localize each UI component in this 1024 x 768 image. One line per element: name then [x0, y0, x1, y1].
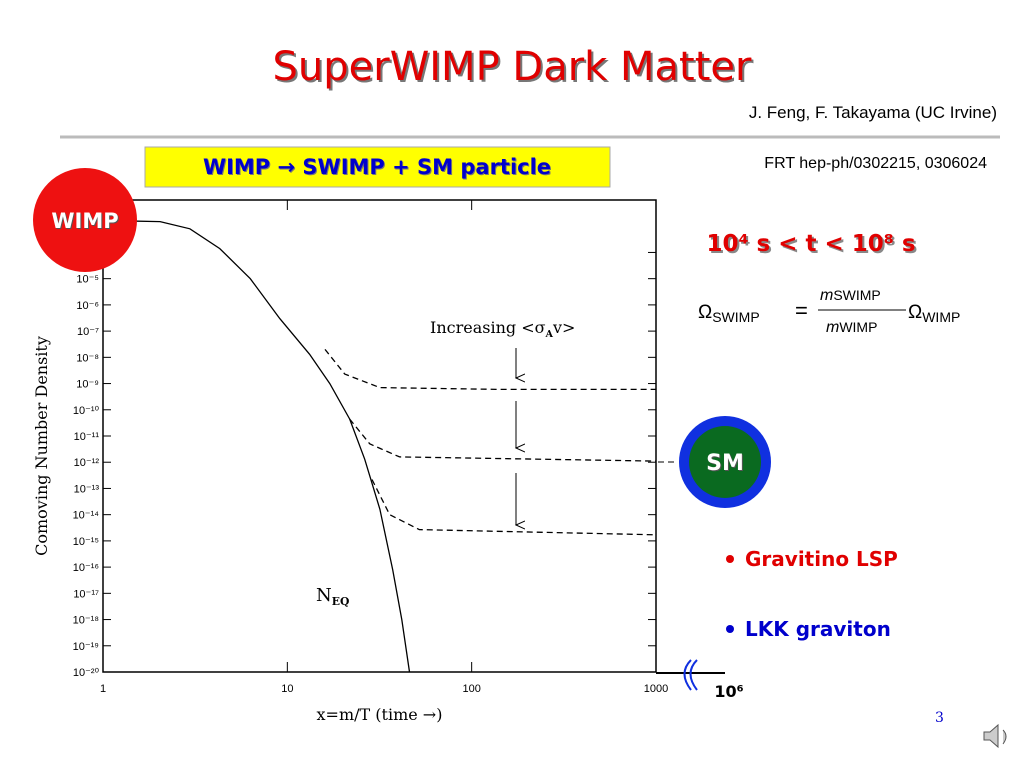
curve	[349, 418, 657, 462]
formula: ΩSWIMP = mSWIMP mWIMP ΩWIMP	[698, 287, 960, 336]
y-axis-label: Comoving Number Density	[32, 336, 51, 556]
m: m	[820, 287, 833, 304]
reference: FRT hep-ph/0302215, 0306024	[764, 155, 987, 172]
process-shadow: WIMP → SWIMP + SM particle	[204, 156, 552, 180]
y-tick-label: 10⁻²⁰	[73, 667, 100, 679]
sm-shadow: SM	[707, 452, 745, 477]
bullet-dot	[726, 555, 734, 563]
axis-break	[683, 659, 698, 691]
x-tick-label: 10	[281, 683, 293, 695]
annotation-text: Increasing <σ	[430, 318, 546, 337]
y-tick-label: 10⁻¹¹	[74, 431, 100, 443]
annotation-sub: A	[545, 329, 554, 340]
y-tick-label: 10⁻¹⁴	[73, 510, 100, 522]
formula-den: mWIMP	[826, 319, 877, 336]
y-tick-label: 10⁻¹²	[74, 457, 100, 469]
x-tick-label: 1000	[644, 683, 668, 695]
curve	[102, 219, 411, 673]
x-tick-label: 100	[462, 683, 480, 695]
subscript: SWIMP	[833, 287, 880, 303]
bullet-dot	[726, 625, 734, 633]
omega: Ω	[698, 302, 712, 323]
wimp-circle	[33, 168, 137, 272]
y-tick-label: 10⁻⁶	[76, 300, 99, 312]
bullet: Gravitino LSP	[745, 547, 898, 571]
process-text: WIMP → SWIMP + SM particle	[203, 155, 551, 179]
formula-num: mSWIMP	[820, 287, 881, 304]
y-tick-label: 10⁻⁹	[76, 379, 99, 391]
wimp-label: WIMP	[51, 209, 118, 233]
sm-label: SM	[706, 451, 744, 476]
title-shadow: SuperWIMP Dark Matter	[275, 46, 755, 92]
y-tick-label: 10⁻¹⁶	[73, 562, 99, 574]
bullet: LKK graviton	[745, 617, 891, 641]
wimp-shadow: WIMP	[52, 210, 119, 234]
authors: J. Feng, F. Takayama (UC Irvine)	[749, 103, 997, 122]
y-tick-label: 10⁻¹⁷	[73, 588, 99, 600]
formula-eq: =	[795, 298, 808, 323]
annotation-sub: EQ	[332, 595, 350, 608]
break-label: 10⁶	[714, 682, 743, 701]
title: SuperWIMP Dark Matter	[273, 44, 753, 90]
sm-circle	[689, 426, 761, 498]
lifetime-shadow: 10⁴ s < t < 10⁸ s	[708, 233, 917, 259]
m: m	[826, 319, 839, 336]
annotation-text: N	[316, 585, 332, 606]
curve	[324, 348, 656, 391]
speaker-icon	[983, 723, 1007, 749]
y-tick-label: 10⁻⁸	[76, 352, 99, 364]
annotation: Increasing <σAv>	[430, 318, 575, 340]
subscript: WIMP	[922, 309, 960, 325]
process-box	[144, 146, 611, 188]
x-tick-label: 1	[100, 683, 106, 695]
annotation: NEQ	[316, 585, 349, 608]
subscript: SWIMP	[712, 309, 759, 325]
curve	[371, 479, 657, 536]
subscript: WIMP	[839, 319, 877, 335]
y-tick-label: 10⁻¹⁸	[73, 615, 99, 627]
omega: Ω	[908, 302, 922, 323]
y-tick-label: 10⁻¹⁹	[73, 641, 99, 653]
y-tick-label: 10⁻⁵	[76, 274, 99, 286]
formula-lhs: ΩSWIMP	[698, 302, 760, 325]
y-tick-label: 10⁻¹³	[74, 483, 100, 495]
y-tick-label: 10⁻¹⁵	[73, 536, 99, 548]
lifetime: 10⁴ s < t < 10⁸ s	[706, 231, 915, 257]
y-tick-label: 10⁻¹⁰	[73, 405, 100, 417]
page-number: 3	[935, 710, 944, 726]
y-tick-label: 10⁻⁷	[77, 326, 99, 338]
plot-frame	[102, 199, 657, 673]
x-axis-label: x=m/T (time →)	[317, 705, 443, 724]
annotation-text: v>	[552, 318, 575, 337]
formula-rhs: ΩWIMP	[908, 302, 960, 325]
plot: 10⁻⁴10⁻⁵10⁻⁶10⁻⁷10⁻⁸10⁻⁹10⁻¹⁰10⁻¹¹10⁻¹²1…	[32, 199, 668, 724]
